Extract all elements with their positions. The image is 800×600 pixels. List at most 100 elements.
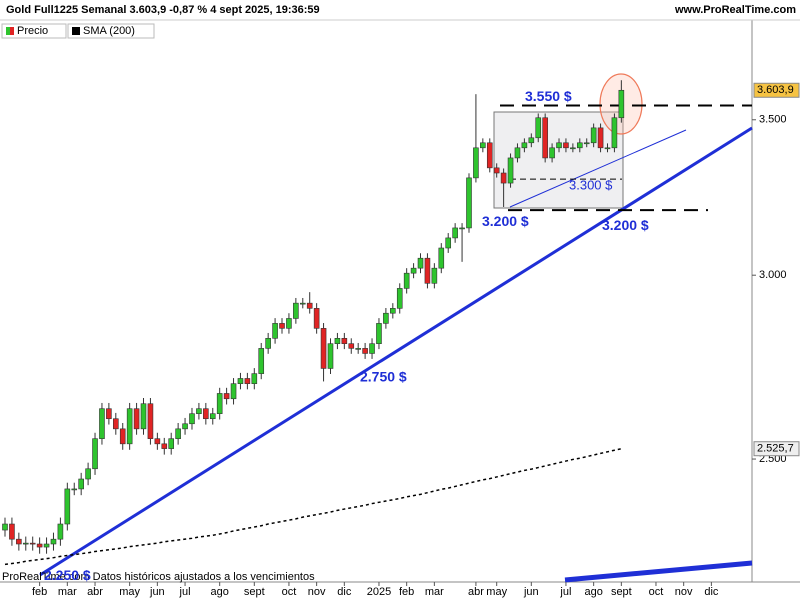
candle-body <box>528 137 535 144</box>
candle-body <box>119 428 126 445</box>
candle-body <box>597 127 604 149</box>
candle-body <box>203 408 209 420</box>
candle-body <box>459 227 465 230</box>
candle-body <box>556 142 562 149</box>
candle-body <box>244 378 251 384</box>
y-tick-label: 3.000 <box>759 269 787 281</box>
legend-label[interactable]: SMA (200) <box>83 25 135 37</box>
x-tick-label: oct <box>649 586 664 598</box>
candle-body <box>223 393 230 400</box>
legend-box[interactable] <box>1 23 67 39</box>
x-tick-label: 2025 <box>367 586 391 598</box>
candle-body <box>341 338 348 344</box>
legend-box[interactable] <box>67 23 155 39</box>
candle-body <box>376 323 382 344</box>
x-tick-label: dic <box>704 586 719 598</box>
candle-body <box>535 117 542 139</box>
candle-body <box>286 318 292 329</box>
candle-body <box>50 538 57 545</box>
x-tick-label: may <box>119 586 140 598</box>
last-value-label: 2.525,7 <box>757 443 794 455</box>
candle-body <box>383 312 389 324</box>
x-tick-label: sept <box>611 586 632 598</box>
candle-body <box>445 237 452 249</box>
candle-body <box>570 147 576 150</box>
annotation: 3.200 $ <box>482 213 529 229</box>
last-value-label: 3.603,9 <box>757 84 794 96</box>
candle-body <box>279 323 285 329</box>
candle-body <box>2 523 8 531</box>
candle-body <box>618 89 625 119</box>
candle-body <box>590 127 597 144</box>
candle-body <box>71 488 78 491</box>
x-tick-label: jun <box>523 586 539 598</box>
x-tick-label: nov <box>308 586 326 598</box>
candle-body <box>576 142 583 149</box>
x-tick-label: feb <box>399 586 414 598</box>
candle-body <box>417 257 424 269</box>
candle-body <box>237 378 244 384</box>
x-tick-label: jun <box>149 586 165 598</box>
candle-body <box>293 302 299 319</box>
sma-line <box>4 447 622 566</box>
candle-body <box>334 338 341 344</box>
candle-body <box>396 288 403 309</box>
x-tick-label: nov <box>675 586 693 598</box>
candle-body <box>78 478 84 490</box>
candle-body <box>486 142 493 169</box>
candle-body <box>29 542 36 545</box>
chart-title: Gold Full1225 Semanal 3.603,9 -0,87 % 4 … <box>6 4 320 16</box>
candle-body <box>43 543 50 548</box>
x-tick-label: dic <box>337 586 352 598</box>
candle-body <box>299 302 306 305</box>
candle-body <box>480 142 486 149</box>
candle-body <box>348 343 355 349</box>
last-value-box <box>753 82 800 98</box>
candle-body <box>133 408 140 430</box>
candle-body <box>500 172 507 184</box>
candle-body <box>320 328 327 369</box>
candle-body <box>362 348 368 354</box>
annotation: 3.300 $ <box>569 178 613 193</box>
x-tick-label: mar <box>425 586 444 598</box>
candle-body <box>514 147 521 159</box>
candle-body <box>507 157 514 184</box>
x-tick-label: jul <box>559 586 571 598</box>
last-value-box <box>753 441 800 457</box>
source: www.ProRealTime.com <box>674 4 796 16</box>
candle-body <box>64 488 71 525</box>
candle-body <box>265 338 271 349</box>
candle-body <box>611 117 618 149</box>
candle-body <box>251 373 258 384</box>
candle-body <box>182 423 188 430</box>
candle-body <box>493 167 500 174</box>
range-box <box>493 111 624 209</box>
x-tick-label: oct <box>282 586 297 598</box>
candle-body <box>209 413 216 420</box>
candle-body <box>140 403 147 430</box>
legend-label[interactable]: Precio <box>17 25 48 37</box>
candle-body <box>9 523 15 540</box>
x-tick-label: abr <box>468 586 484 598</box>
candle-body <box>189 413 195 425</box>
candle-body <box>390 308 396 314</box>
legend-swatch <box>10 27 14 35</box>
candle-body <box>327 343 334 369</box>
candle-body <box>168 438 175 449</box>
candle-body <box>410 267 417 274</box>
x-tick-label: ago <box>584 586 602 598</box>
candle-body <box>147 403 154 439</box>
candle-body <box>36 543 43 548</box>
legend-swatch <box>6 27 10 35</box>
candle-body <box>57 523 64 540</box>
annotation: 3.550 $ <box>525 88 572 104</box>
candle-body <box>563 142 569 149</box>
candle-body <box>22 542 29 545</box>
x-tick-label: abr <box>87 586 103 598</box>
annotation: 2.250 $ <box>44 567 91 583</box>
candle-body <box>161 443 168 449</box>
candle-body <box>154 438 161 445</box>
candle-body <box>542 117 548 159</box>
candle-body <box>604 147 611 150</box>
trend-line-thin <box>509 129 687 208</box>
